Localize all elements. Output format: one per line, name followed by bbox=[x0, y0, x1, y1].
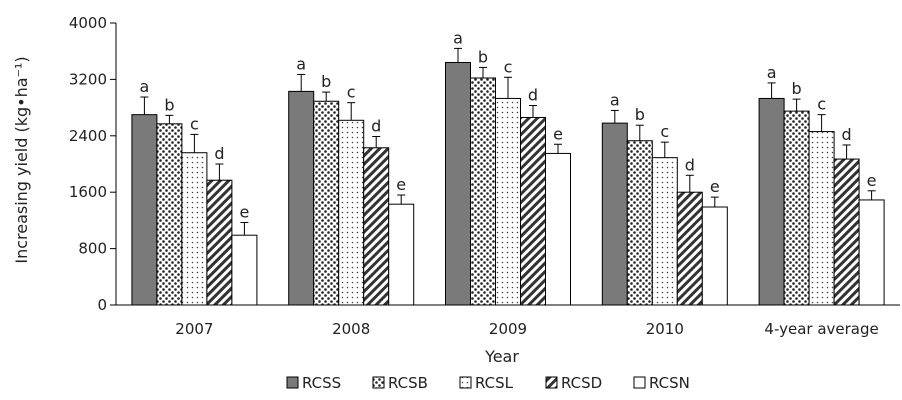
y-tick-label: 0 bbox=[97, 296, 107, 314]
significance-letter: a bbox=[139, 77, 149, 96]
bar-rcsl bbox=[495, 97, 521, 306]
significance-letter: d bbox=[842, 125, 852, 144]
significance-letter: e bbox=[396, 175, 406, 194]
error-bars bbox=[140, 47, 876, 236]
legend-label: RCSN bbox=[649, 374, 690, 392]
significance-letter: a bbox=[296, 54, 306, 73]
y-tick-label: 2400 bbox=[69, 127, 107, 145]
legend-swatch-rcsb bbox=[372, 376, 385, 389]
bar-rcss bbox=[601, 122, 628, 306]
y-tick-label: 1600 bbox=[69, 183, 107, 201]
significance-letter: e bbox=[553, 124, 563, 143]
x-tick-label: 2009 bbox=[489, 320, 527, 338]
x-axis: 2007 2008 2009 2010 4-year average bbox=[116, 304, 900, 338]
bar-rcss bbox=[758, 97, 785, 306]
legend-label: RCSD bbox=[561, 374, 602, 392]
bar-rcss bbox=[131, 114, 158, 306]
bar-rcsl bbox=[181, 152, 208, 306]
bar-rcsd bbox=[833, 158, 860, 306]
bar-rcsn bbox=[701, 206, 728, 306]
x-axis-title: Year bbox=[484, 347, 519, 366]
legend-label: RCSS bbox=[302, 374, 341, 392]
significance-letter: c bbox=[347, 83, 356, 102]
bars bbox=[131, 61, 885, 306]
significance-letter: e bbox=[710, 177, 720, 196]
legend: RCSS RCSB RCSL RCSD RCSN bbox=[286, 374, 690, 392]
bar-rcsb bbox=[470, 77, 496, 306]
legend-swatch-rcsd bbox=[545, 376, 558, 389]
y-tick-label: 3200 bbox=[69, 70, 107, 88]
significance-letter: c bbox=[190, 114, 199, 133]
significance-letter: c bbox=[504, 57, 513, 76]
bar-rcsb bbox=[783, 110, 810, 306]
legend-swatch-rcsl bbox=[459, 376, 472, 389]
significance-letter: b bbox=[635, 105, 645, 124]
significance-letter: d bbox=[371, 117, 381, 136]
bar-rcsb bbox=[156, 123, 183, 306]
significance-letter: b bbox=[164, 95, 174, 114]
x-tick-label: 4-year average bbox=[764, 320, 878, 338]
significance-letter: e bbox=[867, 171, 877, 190]
bar-rcss bbox=[288, 90, 315, 306]
y-tick-label: 800 bbox=[78, 240, 107, 258]
legend-label: RCSB bbox=[388, 374, 428, 392]
significance-letter: d bbox=[214, 144, 224, 163]
bar-rcsn bbox=[858, 199, 885, 306]
bar-rcsl bbox=[808, 131, 835, 306]
y-axis: 0 800 1600 2400 3200 4000 bbox=[69, 14, 117, 314]
bar-rcsn bbox=[388, 203, 415, 306]
significance-letter: c bbox=[660, 122, 669, 141]
significance-letter: c bbox=[817, 95, 826, 114]
bar-rcsb bbox=[313, 100, 340, 306]
y-axis-title: Increasing yield (kg•ha⁻¹) bbox=[12, 56, 31, 263]
significance-letter: b bbox=[321, 72, 331, 91]
legend-label: RCSL bbox=[475, 374, 514, 392]
bar-rcss bbox=[445, 61, 471, 306]
legend-swatch-rcss bbox=[286, 376, 299, 389]
bar-rcsn bbox=[545, 152, 571, 306]
significance-letter: a bbox=[610, 90, 620, 109]
bar-rcsl bbox=[338, 119, 365, 306]
bar-rcsd bbox=[363, 147, 390, 306]
legend-swatch-rcsn bbox=[633, 376, 646, 389]
y-tick-label: 4000 bbox=[69, 14, 107, 32]
bar-rcsd bbox=[206, 179, 233, 306]
bar-rcsb bbox=[626, 140, 653, 306]
significance-letter: a bbox=[767, 63, 777, 82]
x-tick-label: 2007 bbox=[175, 320, 213, 338]
x-tick-label: 2010 bbox=[646, 320, 684, 338]
significance-letter: d bbox=[685, 155, 695, 174]
bar-rcsd bbox=[520, 116, 546, 306]
x-tick-label: 2008 bbox=[332, 320, 370, 338]
bar-rcsd bbox=[676, 191, 703, 306]
significance-letter: a bbox=[453, 28, 463, 47]
significance-letter: b bbox=[478, 47, 488, 66]
significance-letter: d bbox=[528, 85, 538, 104]
bar-rcsl bbox=[651, 157, 678, 306]
significance-letter: e bbox=[239, 203, 249, 222]
significance-letter: b bbox=[792, 79, 802, 98]
bar-rcsn bbox=[231, 234, 258, 306]
